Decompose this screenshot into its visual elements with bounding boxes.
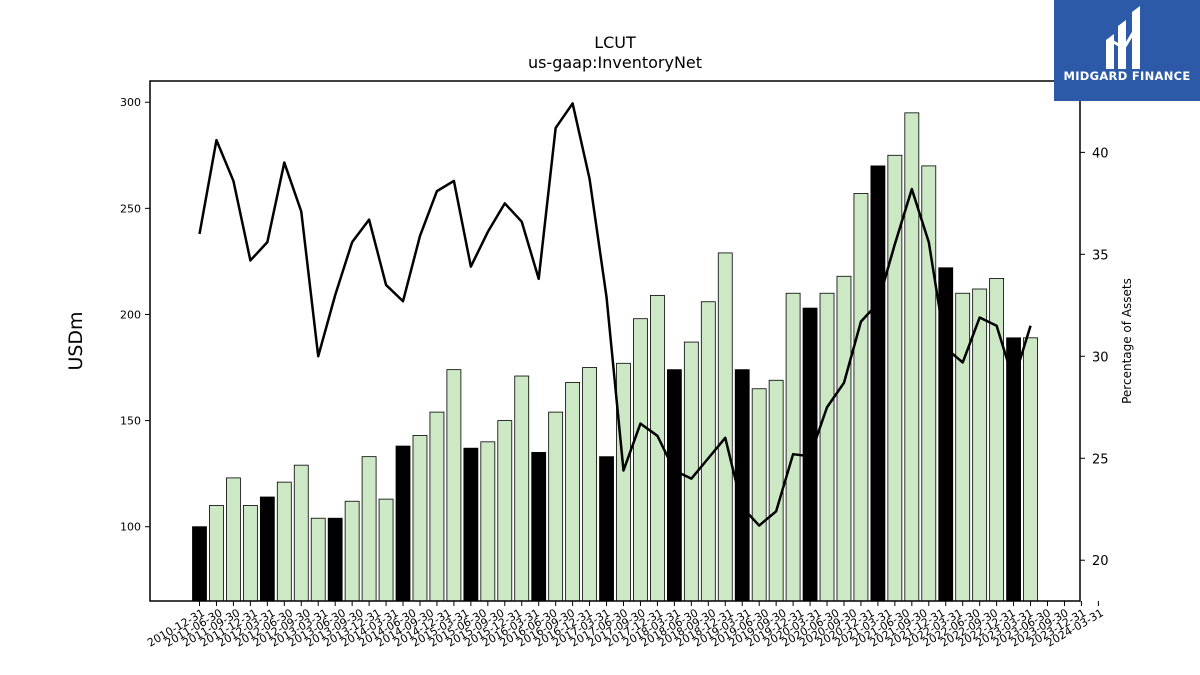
bar-2012-03-31: [276, 481, 292, 602]
bar-2021-09-30: [921, 165, 937, 602]
brand-name: MIDGARD FINANCE: [1063, 69, 1191, 83]
y2-tick-label: 25: [1092, 452, 1109, 467]
y-axis-ticks: 100 150 200 250 300: [120, 96, 150, 534]
bar-2023-03-31: [1023, 337, 1038, 602]
y2-tick-label: 20: [1092, 554, 1109, 569]
chart-title-block: LCUT us-gaap:InventoryNet: [415, 33, 815, 73]
bar-2015-06-30: [497, 420, 513, 602]
y2-axis-label: Percentage of Assets: [1120, 278, 1134, 404]
bar-2016-09-30: [582, 367, 597, 602]
bar-2020-03-31: [819, 292, 835, 602]
bar-2010-12-31: [192, 526, 207, 602]
bar-2012-12-31: [327, 517, 343, 602]
y2-tick-label: 40: [1092, 146, 1109, 161]
bar-2016-06-30: [565, 381, 581, 602]
bar-2022-06-30: [972, 288, 988, 602]
percentage-line: [198, 102, 1032, 527]
bar-2015-12-31: [531, 452, 547, 602]
bar-2014-09-30: [446, 369, 462, 602]
y-tick-label: 250: [120, 202, 141, 215]
y-tick-label: 150: [120, 415, 141, 428]
y-axis-label: USDm: [65, 311, 87, 371]
bar-2020-06-30: [836, 275, 852, 602]
y2-axis-ticks: 20 25 30 35 40: [1080, 146, 1109, 569]
bar-2014-03-31: [412, 435, 428, 602]
bar-2011-12-31: [259, 496, 275, 602]
bar-2011-03-31: [209, 505, 224, 602]
bar-2011-06-30: [226, 477, 241, 602]
bar-2013-12-31: [395, 445, 411, 602]
x-axis-ticks: 2010-12-312011-06-302011-09-302011-12-31…: [145, 601, 1106, 650]
bar-2015-09-30: [514, 375, 530, 602]
bar-2015-03-31: [480, 441, 496, 602]
y-tick-label: 300: [120, 96, 141, 109]
bar-2013-06-30: [361, 456, 377, 602]
bar-2021-03-31: [887, 154, 903, 602]
brand-logo: MIDGARD FINANCE: [1054, 0, 1200, 101]
bar-2012-09-30: [310, 517, 326, 602]
bar-2016-03-31: [548, 411, 564, 602]
y-tick-label: 200: [120, 308, 141, 321]
bar-2017-12-31: [666, 369, 682, 602]
bar-2012-06-30: [293, 464, 309, 602]
plot-frame: [149, 80, 1081, 602]
bar-2019-03-31: [751, 388, 767, 602]
bar-2013-03-31: [344, 500, 360, 602]
y2-tick-label: 30: [1092, 350, 1109, 365]
midgard-logo-icon: [1106, 6, 1140, 69]
bar-2014-12-31: [463, 447, 479, 602]
chart-subtitle: us-gaap:InventoryNet: [527, 53, 703, 72]
bar-2011-09-30: [242, 505, 258, 602]
bar-2022-03-31: [955, 292, 971, 602]
bar-2013-09-30: [378, 498, 394, 602]
bar-2014-06-30: [429, 411, 445, 602]
bar-2016-12-31: [599, 456, 614, 602]
bar-2020-09-30: [853, 193, 869, 602]
bar-2018-09-30: [717, 252, 733, 602]
bar-2017-03-31: [616, 362, 631, 602]
bar-2019-09-30: [785, 292, 801, 602]
bar-2017-06-30: [633, 318, 648, 602]
chart-title: LCUT: [594, 33, 636, 52]
bar-2020-12-31: [870, 165, 886, 602]
y2-tick-label: 35: [1092, 248, 1109, 263]
bar-2021-06-30: [904, 112, 920, 602]
y-tick-label: 100: [120, 521, 141, 534]
